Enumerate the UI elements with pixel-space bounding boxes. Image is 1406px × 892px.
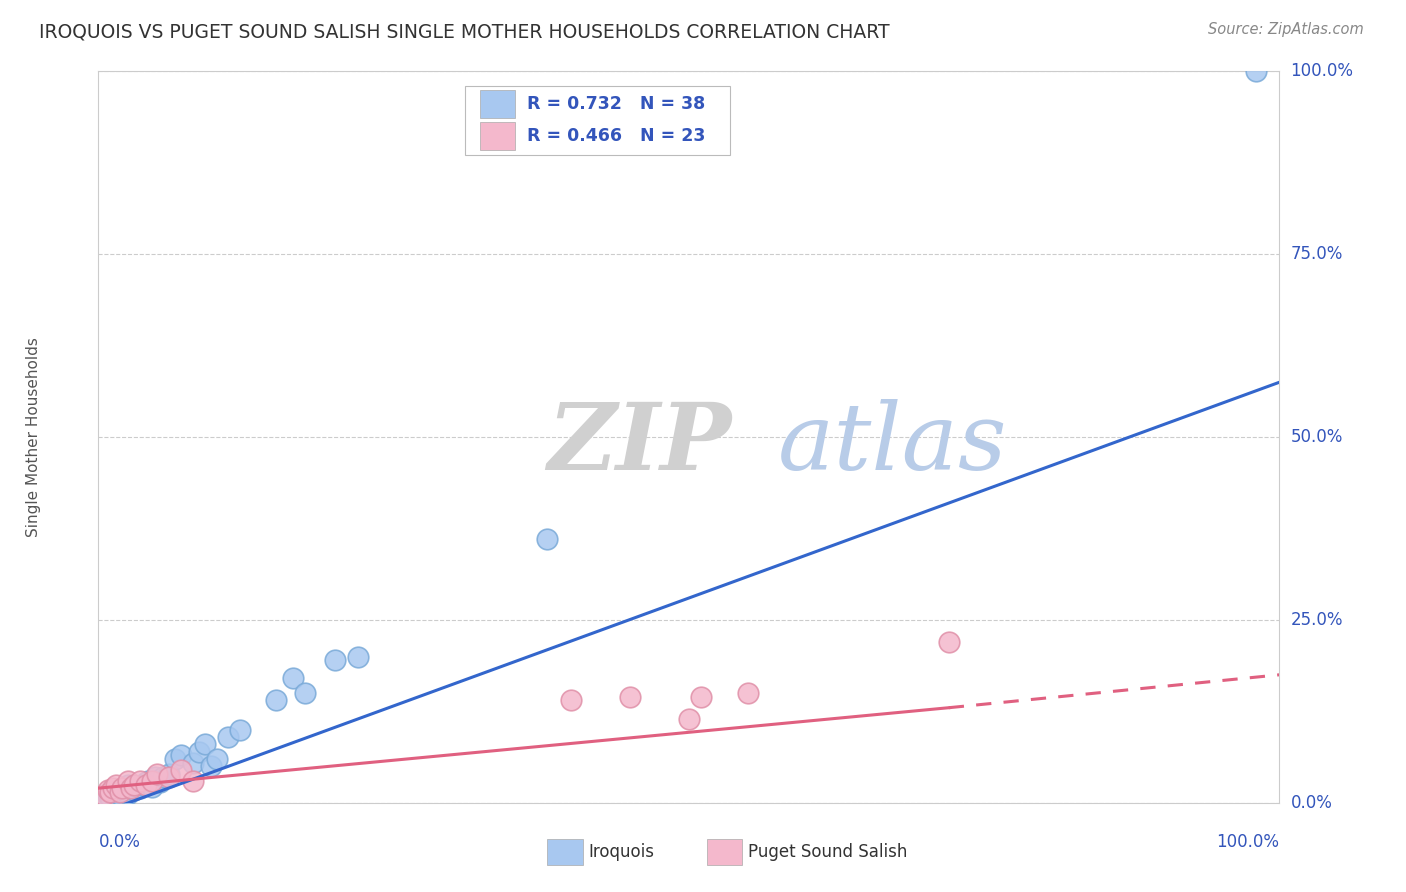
Point <box>128 773 150 788</box>
Point <box>217 730 239 744</box>
Point <box>141 773 163 788</box>
Point <box>98 789 121 804</box>
Text: Source: ZipAtlas.com: Source: ZipAtlas.com <box>1208 22 1364 37</box>
Text: atlas: atlas <box>778 400 1007 490</box>
Point <box>105 785 128 799</box>
Point <box>117 778 139 792</box>
Text: 0.0%: 0.0% <box>98 833 141 851</box>
Text: Single Mother Households: Single Mother Households <box>25 337 41 537</box>
Point <box>122 782 145 797</box>
Point <box>112 782 135 797</box>
Point <box>111 781 134 796</box>
FancyBboxPatch shape <box>547 839 582 865</box>
Point <box>152 770 174 784</box>
Point <box>170 763 193 777</box>
Point <box>117 787 139 801</box>
FancyBboxPatch shape <box>479 90 516 118</box>
Text: R = 0.732   N = 38: R = 0.732 N = 38 <box>527 95 706 113</box>
Point <box>157 766 180 780</box>
Point <box>97 782 120 797</box>
Point <box>1244 64 1267 78</box>
Point <box>283 672 305 686</box>
Point <box>187 745 209 759</box>
Point <box>105 778 128 792</box>
Text: Puget Sound Salish: Puget Sound Salish <box>748 843 907 861</box>
Point <box>678 712 700 726</box>
Point <box>149 775 172 789</box>
Point <box>136 773 159 788</box>
Point <box>170 748 193 763</box>
Point <box>938 635 960 649</box>
Point <box>128 781 150 796</box>
Point <box>108 789 131 803</box>
Point <box>689 690 711 704</box>
Point <box>141 780 163 794</box>
Point <box>93 789 115 803</box>
Point <box>97 789 120 803</box>
Point <box>146 766 169 780</box>
Text: 75.0%: 75.0% <box>1291 245 1343 263</box>
Point <box>294 686 316 700</box>
Text: 25.0%: 25.0% <box>1291 611 1343 629</box>
Point <box>98 785 121 799</box>
Point <box>125 780 148 794</box>
Point <box>229 723 252 737</box>
Point <box>181 773 204 788</box>
Text: 100.0%: 100.0% <box>1216 833 1279 851</box>
Text: ZIP: ZIP <box>547 400 731 490</box>
Point <box>157 770 180 784</box>
Text: 0.0%: 0.0% <box>1291 794 1333 812</box>
Point <box>143 770 166 784</box>
Point <box>737 686 759 700</box>
Point <box>101 787 124 801</box>
Point <box>347 649 370 664</box>
Point <box>560 693 582 707</box>
Point <box>108 785 131 799</box>
Point <box>135 775 157 789</box>
Point <box>122 778 145 792</box>
Point <box>194 737 217 751</box>
Point <box>121 781 143 796</box>
FancyBboxPatch shape <box>707 839 742 865</box>
Point <box>619 690 641 704</box>
Point <box>93 792 115 806</box>
Text: Iroquois: Iroquois <box>589 843 655 861</box>
Point <box>536 533 558 547</box>
Point <box>135 778 157 792</box>
Text: 100.0%: 100.0% <box>1291 62 1354 80</box>
Point <box>205 752 228 766</box>
FancyBboxPatch shape <box>479 122 516 150</box>
Point <box>111 781 134 796</box>
Point <box>146 773 169 788</box>
Point <box>117 773 139 788</box>
Point <box>200 759 222 773</box>
Point <box>101 781 124 796</box>
Text: IROQUOIS VS PUGET SOUND SALISH SINGLE MOTHER HOUSEHOLDS CORRELATION CHART: IROQUOIS VS PUGET SOUND SALISH SINGLE MO… <box>39 22 890 41</box>
FancyBboxPatch shape <box>464 86 730 155</box>
Point <box>181 756 204 770</box>
Point <box>264 693 287 707</box>
Point <box>165 752 187 766</box>
Text: 50.0%: 50.0% <box>1291 428 1343 446</box>
Text: R = 0.466   N = 23: R = 0.466 N = 23 <box>527 127 706 145</box>
Point <box>132 778 155 792</box>
Point <box>323 653 346 667</box>
